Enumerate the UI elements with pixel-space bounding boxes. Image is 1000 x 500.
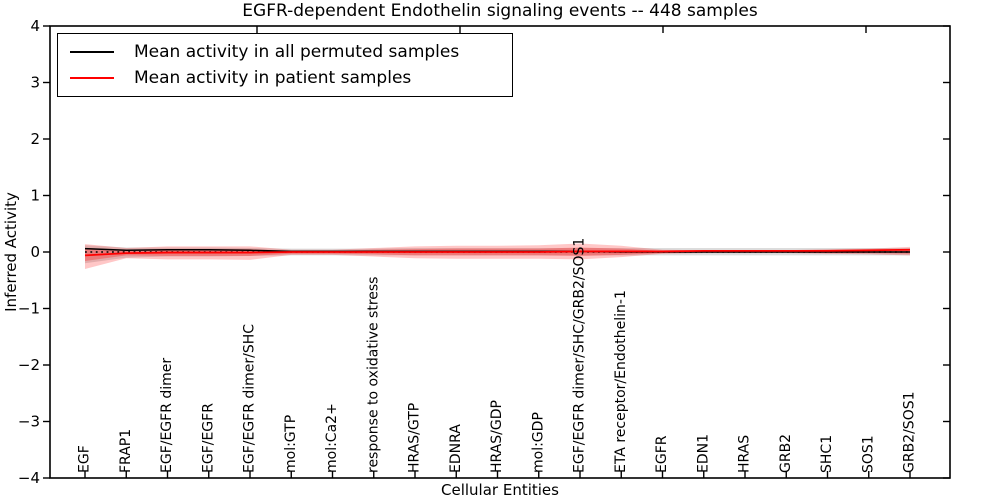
x-tick-label: EGFR xyxy=(654,435,670,473)
x-axis-label: Cellular Entities xyxy=(441,481,559,499)
x-tick-label: HRAS/GTP xyxy=(407,403,423,473)
legend: Mean activity in all permuted samples Me… xyxy=(57,33,513,97)
x-tick-label: GRB2/SOS1 xyxy=(902,391,918,473)
y-tick-label: 2 xyxy=(30,130,40,148)
x-tick-label: EDNRA xyxy=(448,424,464,473)
legend-label-patient: Mean activity in patient samples xyxy=(134,68,412,88)
y-tick-label: −3 xyxy=(18,413,40,431)
y-tick-label: 4 xyxy=(30,17,40,35)
y-tick-label: −1 xyxy=(18,300,40,318)
patient-line-sample xyxy=(70,77,114,79)
y-tick-label: 0 xyxy=(30,243,40,261)
x-tick-label: EGF/EGFR dimer/SHC/GRB2/SOS1 xyxy=(572,238,588,473)
legend-item-permuted: Mean activity in all permuted samples xyxy=(70,42,512,62)
x-tick-label: response to oxidative stress xyxy=(365,277,381,473)
x-tick-label: FRAP1 xyxy=(118,429,134,473)
permuted-line-sample xyxy=(70,51,114,53)
x-tick-label: EGF/EGFR xyxy=(200,403,216,473)
x-tick-label: SHC1 xyxy=(819,435,835,473)
x-tick-label: GRB2 xyxy=(778,434,794,473)
legend-label-permuted: Mean activity in all permuted samples xyxy=(134,42,460,62)
x-tick-label: EGF xyxy=(77,445,93,473)
x-tick-label: EGF/EGFR dimer/SHC xyxy=(242,324,258,473)
x-tick-label: HRAS/GDP xyxy=(489,400,505,473)
patient-std-band-outer xyxy=(85,243,910,269)
x-tick-label: EGF/EGFR dimer xyxy=(159,358,175,473)
x-tick-label: mol:Ca2+ xyxy=(324,403,340,473)
legend-item-patient: Mean activity in patient samples xyxy=(70,68,512,88)
x-tick-label: SOS1 xyxy=(860,435,876,473)
y-tick-label: 1 xyxy=(30,187,40,205)
x-tick-label: mol:GDP xyxy=(530,412,546,473)
patient-mean-line xyxy=(84,248,911,257)
y-axis-label: Inferred Activity xyxy=(2,192,20,312)
x-tick-label: ETA receptor/Endothelin-1 xyxy=(613,290,629,473)
y-tick-label: 3 xyxy=(30,74,40,92)
chart-title: EGFR-dependent Endothelin signaling even… xyxy=(242,1,758,21)
x-tick-label: HRAS xyxy=(737,435,753,473)
x-tick-label: EDN1 xyxy=(695,434,711,473)
y-tick-label: −2 xyxy=(18,356,40,374)
y-tick-label: −4 xyxy=(18,469,40,487)
permuted-std-band xyxy=(85,245,910,264)
x-tick-label: mol:GTP xyxy=(283,415,299,473)
